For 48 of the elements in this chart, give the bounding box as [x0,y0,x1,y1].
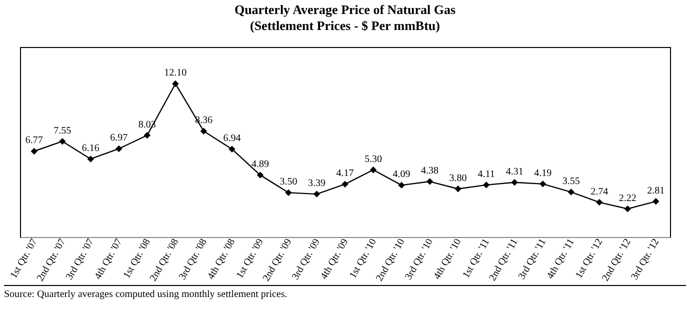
point [228,146,236,152]
point [313,190,320,198]
x-tick-label: 3rd Qtr. '12 [629,237,662,282]
data-label: 5.30 [364,154,382,165]
point [342,180,348,188]
chart-subtitle: (Settlement Prices - $ Per mmBtu) [250,18,440,33]
data-label: 6.77 [25,135,43,146]
point [59,138,66,145]
point [482,182,490,188]
point [370,166,377,174]
point [426,178,434,185]
data-label: 2.81 [647,185,665,196]
data-label: 3.80 [449,172,467,184]
data-label: 6.97 [110,132,128,144]
point [172,80,179,88]
point [652,198,660,205]
data-label: 4.09 [392,169,410,180]
data-label: 7.55 [54,125,72,136]
data-label: 4.11 [478,168,495,180]
data-label: 4.38 [421,166,439,177]
data-label: 6.94 [223,133,241,144]
point [624,206,631,212]
data-label: 4.19 [534,168,552,179]
point [116,145,122,152]
point [454,186,462,192]
point [568,188,574,196]
data-label: 12.10 [164,68,187,79]
point [200,128,208,134]
point [30,148,38,155]
data-label: 2.22 [618,192,636,204]
data-label: 4.31 [506,166,524,178]
data-label: 3.55 [562,176,580,188]
point [398,182,405,189]
point [511,179,518,186]
point [596,198,603,206]
data-label: 3.39 [308,178,326,190]
data-label: 4.89 [251,159,269,170]
point [87,156,94,162]
data-label: 4.17 [336,168,354,180]
data-label: 2.74 [590,186,608,198]
chart-title: Quarterly Average Price of Natural Gas [234,2,456,17]
source-note: Source: Quarterly averages computed using monthly settlement prices. [4,285,686,300]
data-label: 6.16 [82,142,100,154]
point [285,189,292,196]
point [256,172,264,178]
point [539,180,546,188]
point [144,132,151,139]
data-label: 3.50 [280,176,298,188]
